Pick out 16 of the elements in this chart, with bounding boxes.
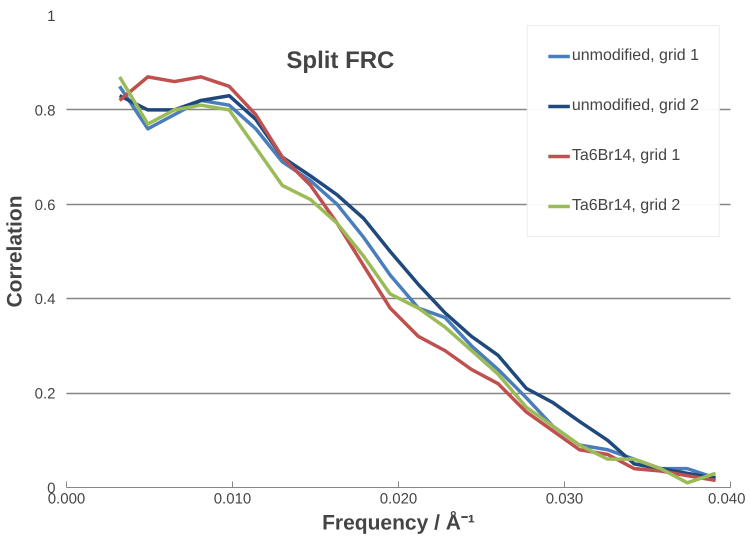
y-tick-label: 0.2 bbox=[34, 386, 56, 403]
x-tick-label: 0.010 bbox=[214, 490, 252, 508]
y-tick-label: 1 bbox=[47, 8, 56, 25]
y-tick-label: 0.8 bbox=[34, 102, 56, 120]
x-tick-label: 0.030 bbox=[546, 490, 584, 508]
y-tick-label: 0.6 bbox=[34, 196, 56, 214]
x-tick-label: 0.040 bbox=[708, 490, 746, 508]
text: Split FRC bbox=[286, 46, 394, 74]
x-tick-label: 0.020 bbox=[380, 490, 418, 508]
y-axis-title: Correlation bbox=[4, 195, 27, 308]
legend-label: Ta6Br14, grid 2 bbox=[572, 197, 680, 215]
legend-label: Ta6Br14, grid 1 bbox=[572, 147, 680, 165]
legend-label: unmodified, grid 2 bbox=[572, 97, 699, 115]
legend-label: unmodified, grid 1 bbox=[572, 47, 699, 65]
y-tick-label: 0.4 bbox=[34, 291, 56, 308]
x-axis-title: Frequency / Å⁻¹ bbox=[322, 510, 475, 534]
